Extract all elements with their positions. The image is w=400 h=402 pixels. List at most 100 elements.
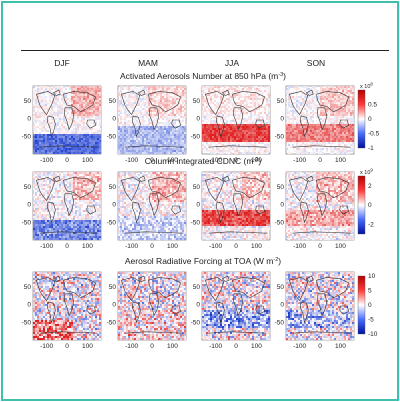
row-title-main: Activated Aerosols Number at 850 hPa (m	[120, 71, 278, 81]
y-tick-label: -50	[191, 319, 201, 326]
colorbar-gradient	[357, 89, 366, 149]
panel-field	[118, 172, 187, 241]
x-tick-label: -100	[293, 243, 306, 250]
x-tick-label: -100	[125, 243, 138, 250]
y-tick-label: 0	[196, 116, 200, 123]
coastlines	[121, 175, 183, 234]
y-tick-label: -50	[107, 319, 117, 326]
y-tick-label: -50	[191, 219, 201, 226]
x-tick-label: 100	[82, 243, 93, 250]
colorbar-tick-label: -1	[368, 145, 374, 152]
colorbar-multiplier-base: x 10	[360, 84, 370, 90]
x-tick-label: 100	[335, 343, 346, 350]
y-tick-label: 50	[109, 184, 117, 191]
x-tick-label: 0	[65, 243, 69, 250]
x-tick-label: 0	[65, 343, 69, 350]
x-tick-label: -100	[209, 157, 222, 164]
colorbar-tick-label: -10	[368, 331, 378, 338]
coastlines	[289, 275, 351, 334]
colorbar-gradient	[357, 175, 366, 235]
map-panel-djf-row1: -100 0 100 50 0 -50	[22, 85, 102, 164]
x-tick-label: 100	[167, 243, 178, 250]
y-tick-label: 50	[193, 98, 201, 105]
x-tick-label: 0	[150, 157, 154, 164]
panel-field	[202, 86, 271, 155]
column-header-jja: JJA	[225, 58, 240, 68]
row-title-sup: -2	[273, 257, 278, 263]
row-title-main: Aerosol Radiative Forcing at TOA (W m	[125, 256, 274, 266]
coastlines	[121, 275, 183, 334]
y-tick-label: 0	[112, 116, 116, 123]
x-tick-label: -100	[293, 157, 306, 164]
map-panel-son-row1: -100 0 100 50 0 -50	[275, 85, 355, 164]
y-tick-label: -50	[107, 133, 117, 140]
colorbar-row3: 10 5 0 -5 -10	[357, 273, 378, 338]
y-tick-label: -50	[107, 219, 117, 226]
panel-field	[286, 86, 355, 155]
row-title-close: )	[258, 156, 261, 166]
x-tick-label: 100	[251, 343, 262, 350]
map-panel-jja-row3: -100 0 100 50 0 -50	[191, 271, 271, 350]
x-tick-label: 0	[318, 243, 322, 250]
x-tick-label: 100	[335, 243, 346, 250]
coastlines	[205, 89, 267, 148]
map-panel-jja-row2: -100 0 100 50 0 -50	[191, 171, 271, 250]
y-tick-label: -50	[22, 219, 32, 226]
colorbar-tick-label: -2	[368, 222, 374, 229]
y-tick-label: 50	[193, 284, 201, 291]
map-panel-son-row3: -100 0 100 50 0 -50	[275, 271, 355, 350]
x-tick-label: 100	[82, 343, 93, 350]
colorbar-tick-label: 5	[368, 288, 372, 295]
y-tick-label: -50	[22, 133, 32, 140]
coastlines	[289, 89, 351, 148]
colorbar-multiplier: x 109	[360, 168, 373, 177]
x-tick-label: 0	[234, 157, 238, 164]
y-tick-label: 50	[277, 284, 285, 291]
column-header-son: SON	[307, 58, 325, 68]
top-rule	[21, 50, 389, 51]
colorbar-tick-label: 0	[368, 116, 372, 123]
colorbar-tick-label: -5	[368, 317, 374, 324]
colorbar-row1: 0.5 0 -0.5 -1 x 108	[357, 82, 380, 152]
x-tick-label: 0	[318, 157, 322, 164]
row-title-sup: -2	[253, 157, 258, 163]
map-panel-mam-row1: -100 0 100 50 0 -50	[107, 85, 187, 164]
colorbar-gradient	[357, 275, 366, 335]
y-tick-label: -50	[22, 319, 32, 326]
x-tick-label: -100	[40, 157, 53, 164]
y-tick-label: 0	[280, 302, 284, 309]
y-tick-label: 50	[277, 98, 285, 105]
column-header-djf: DJF	[54, 58, 70, 68]
y-tick-label: 0	[196, 302, 200, 309]
column-header-mam: MAM	[138, 58, 158, 68]
row-title-close: )	[283, 71, 286, 81]
y-tick-label: 0	[196, 202, 200, 209]
y-tick-label: 50	[24, 184, 32, 191]
row-title-main: Column integrated CDNC (m	[145, 156, 254, 166]
coastlines	[36, 89, 98, 148]
y-tick-label: -50	[275, 319, 285, 326]
map-panel-mam-row3: -100 0 100 50 0 -50	[107, 271, 187, 350]
y-tick-label: 0	[27, 202, 31, 209]
x-tick-label: 0	[65, 157, 69, 164]
panel-field	[118, 272, 187, 341]
x-tick-label: 0	[318, 343, 322, 350]
x-tick-label: -100	[209, 343, 222, 350]
colorbar-tick-label: 2	[368, 183, 372, 190]
y-tick-label: 50	[109, 284, 117, 291]
panel-field	[202, 172, 271, 241]
coastlines	[36, 175, 98, 234]
colorbar-multiplier-base: x 10	[360, 170, 370, 176]
colorbar-row2: 2 0 -2 x 109	[357, 168, 374, 235]
y-tick-label: 0	[280, 116, 284, 123]
colorbar-multiplier-exponent: 9	[370, 168, 373, 173]
y-tick-label: 50	[109, 98, 117, 105]
row-title-column-cdnc: Column integrated CDNC (m-2)	[145, 156, 262, 166]
x-tick-label: -100	[209, 243, 222, 250]
y-tick-label: 0	[27, 116, 31, 123]
y-tick-label: 0	[27, 302, 31, 309]
row-title-activated-aerosols: Activated Aerosols Number at 850 hPa (m-…	[120, 71, 286, 81]
x-tick-label: 100	[82, 157, 93, 164]
